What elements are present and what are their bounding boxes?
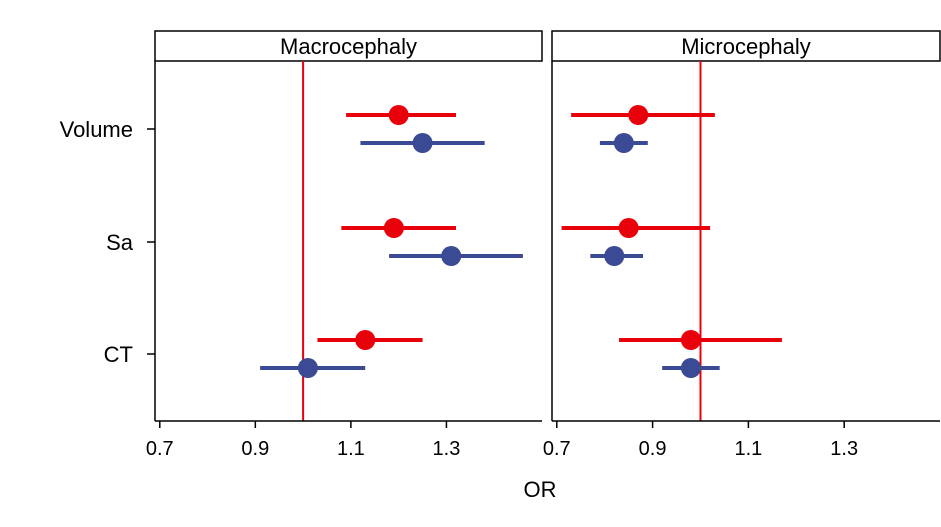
- or-point: [604, 246, 625, 266]
- y-category-labels: Volume Sa CT: [60, 117, 155, 367]
- y-tick-label: CT: [104, 342, 133, 367]
- x-ticks-microcephaly: 0.7 0.9 1.1 1.3: [543, 421, 858, 460]
- x-ticks-macrocephaly: 0.7 0.9 1.1 1.3: [146, 421, 460, 460]
- strip-title-macrocephaly: Macrocephaly: [280, 34, 417, 59]
- plot-area-macrocephaly: [260, 61, 523, 421]
- y-tick-label: Sa: [106, 230, 134, 255]
- or-point: [383, 218, 404, 238]
- plot-area-microcephaly: [561, 61, 782, 421]
- or-point: [297, 358, 318, 378]
- or-point: [388, 105, 409, 125]
- x-tick-label: 0.9: [639, 438, 667, 460]
- panel-macrocephaly: Macrocephaly 0.7 0.9 1.1 1.3: [146, 30, 543, 460]
- x-tick-label: 1.3: [830, 438, 858, 460]
- strip-microcephaly: [551, 30, 941, 62]
- x-tick-label: 0.9: [241, 438, 269, 460]
- or-point: [613, 133, 634, 153]
- y-tick-label: Volume: [60, 117, 133, 142]
- x-tick-label: 1.1: [337, 438, 365, 460]
- or-point: [355, 330, 376, 350]
- x-tick-label: 1.3: [433, 438, 461, 460]
- or-point: [628, 105, 649, 125]
- or-point: [680, 358, 701, 378]
- x-tick-label: 0.7: [146, 438, 174, 460]
- x-axis-title: OR: [524, 477, 557, 502]
- or-point: [441, 246, 462, 266]
- x-tick-label: 0.7: [543, 438, 571, 460]
- or-point: [680, 330, 701, 350]
- strip-macrocephaly: [154, 30, 543, 62]
- x-tick-label: 1.1: [734, 438, 762, 460]
- or-point: [412, 133, 433, 153]
- or-point: [618, 218, 639, 238]
- panel-microcephaly: Microcephaly 0.7 0.9 1.1 1.3: [543, 30, 941, 460]
- strip-title-microcephaly: Microcephaly: [681, 34, 811, 59]
